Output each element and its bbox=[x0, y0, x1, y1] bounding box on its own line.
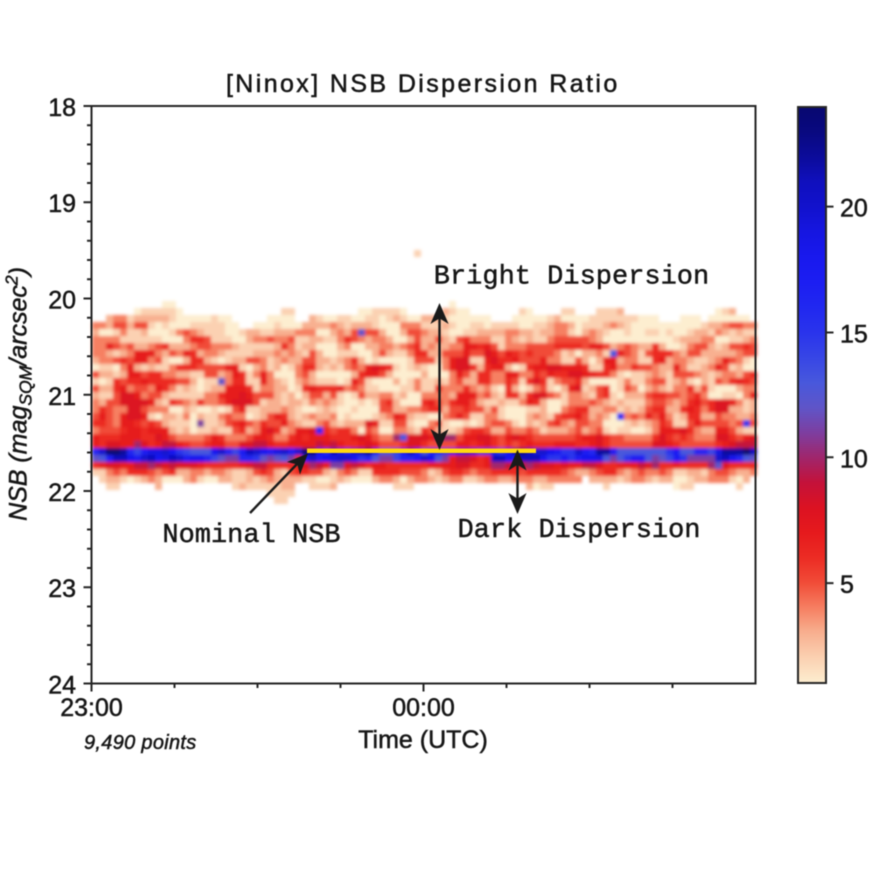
svg-text:20: 20 bbox=[840, 195, 868, 223]
svg-text:[Ninox] NSB Dispersion Ratio: [Ninox] NSB Dispersion Ratio bbox=[226, 70, 620, 98]
svg-text:00:00: 00:00 bbox=[392, 694, 455, 722]
svg-text:24: 24 bbox=[48, 672, 76, 700]
svg-text:23: 23 bbox=[48, 575, 76, 603]
svg-text:18: 18 bbox=[48, 94, 76, 122]
svg-text:Bright Dispersion: Bright Dispersion bbox=[434, 263, 709, 293]
svg-text:Dark Dispersion: Dark Dispersion bbox=[457, 516, 700, 546]
svg-text:Time (UTC): Time (UTC) bbox=[358, 726, 488, 754]
svg-text:19: 19 bbox=[48, 190, 76, 218]
svg-text:22: 22 bbox=[48, 479, 76, 507]
svg-text:15: 15 bbox=[840, 321, 868, 349]
svg-text:20: 20 bbox=[48, 287, 76, 315]
svg-text:5: 5 bbox=[840, 571, 854, 599]
svg-text:23:00: 23:00 bbox=[60, 694, 123, 722]
svg-text:10: 10 bbox=[840, 445, 868, 473]
svg-text:21: 21 bbox=[48, 383, 76, 411]
svg-text:9,490 points: 9,490 points bbox=[84, 732, 197, 754]
svg-text:Nominal NSB: Nominal NSB bbox=[162, 521, 340, 551]
svg-text:NSB (magSQM/arcsec2): NSB (magSQM/arcsec2) bbox=[2, 267, 36, 521]
